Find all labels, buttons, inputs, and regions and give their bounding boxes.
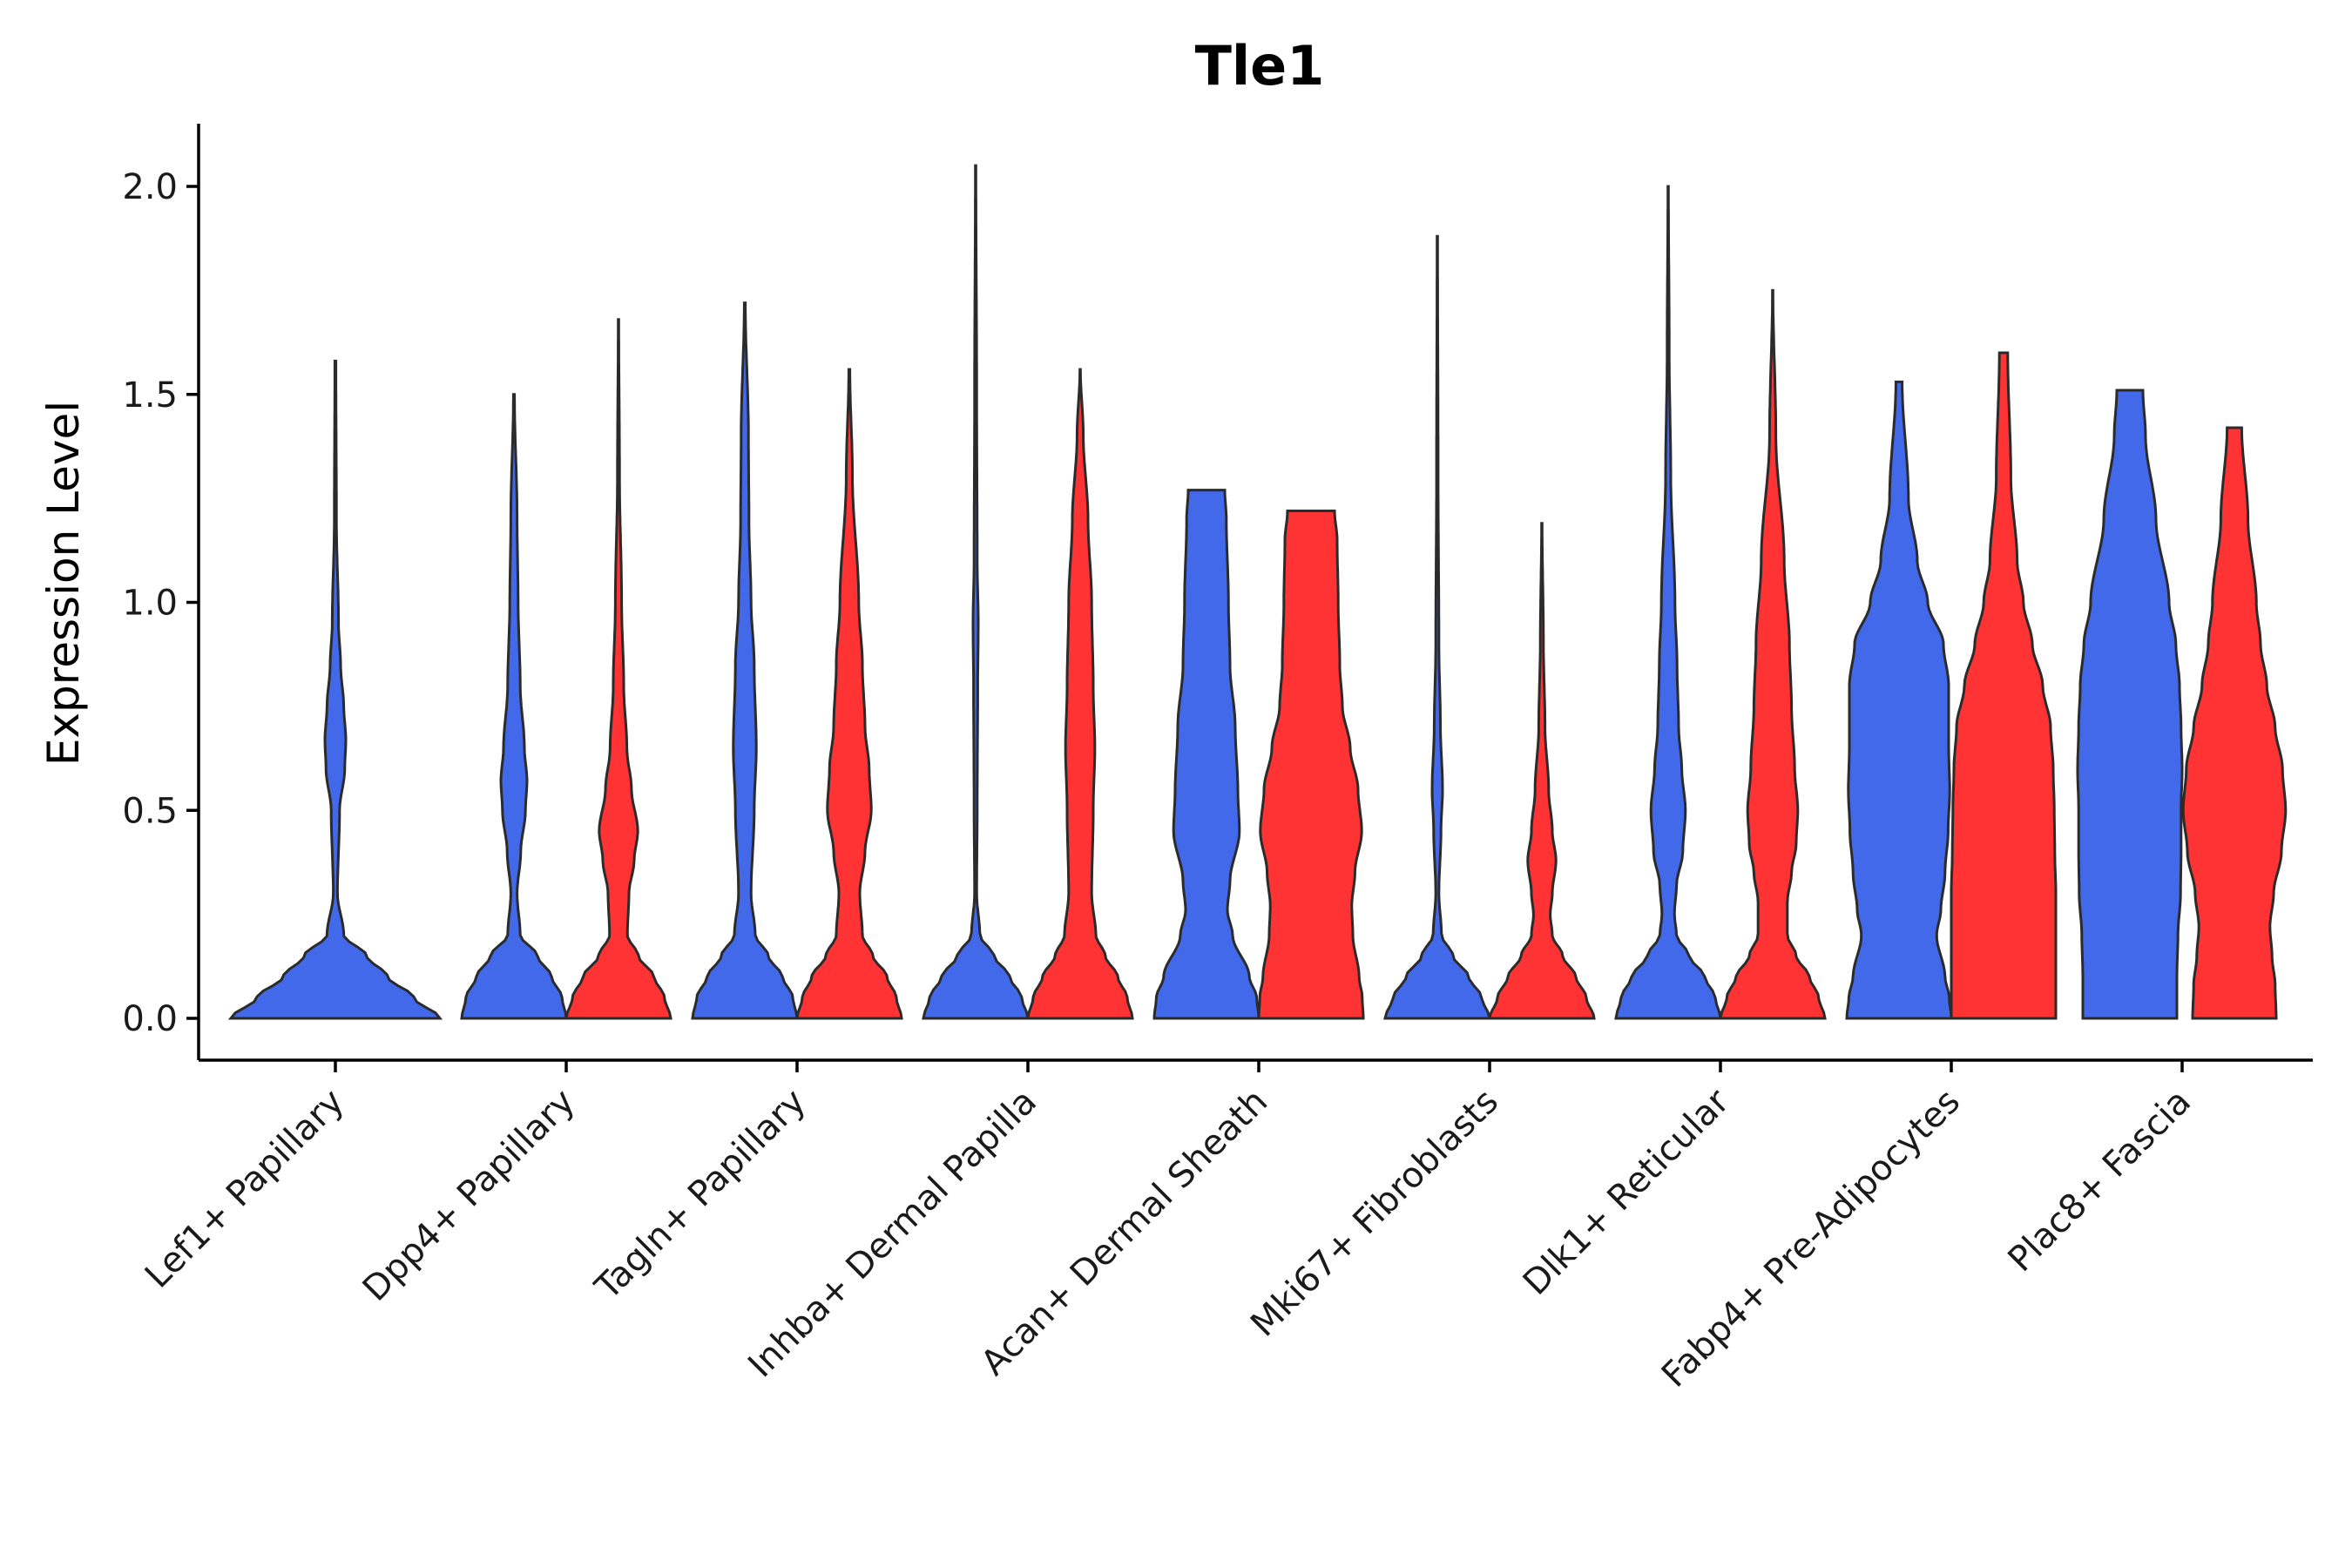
violin-blue-2: [691, 301, 799, 1020]
violin-blue-5: [1383, 234, 1491, 1020]
y-tick-label: 1.0: [122, 584, 178, 624]
violin-blue-4: [1152, 489, 1260, 1020]
violin-blue-7: [1845, 380, 1953, 1020]
violin-red-6: [1719, 288, 1827, 1020]
x-tick-label: Dlk1+ Reticular: [1516, 1081, 1738, 1303]
y-axis-label: Expression Level: [38, 401, 89, 766]
violin-blue-0: [227, 360, 443, 1020]
violin-blue-3: [922, 164, 1030, 1020]
y-axis-ticks: 0.0 0.5 1.0 1.5 2.0: [122, 167, 199, 1039]
violin-red-2: [795, 368, 903, 1020]
x-tick-label: Plac8+ Fascia: [2001, 1082, 2200, 1281]
x-tick-label: Dpp4+ Papillary: [355, 1082, 583, 1309]
y-tick-label: 0.5: [122, 791, 178, 831]
violin-blue-8: [2076, 389, 2184, 1020]
chart-title: Tle1: [1195, 34, 1325, 98]
x-axis-ticks: Lef1+ Papillary Dpp4+ Papillary Tagln+ Pap…: [138, 1060, 2199, 1396]
y-tick-label: 0.0: [122, 999, 178, 1039]
y-tick-label: 2.0: [122, 167, 178, 207]
violin-red-7: [1950, 351, 2058, 1020]
violin-blue-1: [460, 393, 568, 1020]
violin-red-3: [1026, 368, 1134, 1020]
violin-group: [227, 164, 2288, 1020]
violin-red-8: [2181, 426, 2288, 1020]
x-tick-label: Lef1+ Papillary: [138, 1082, 352, 1296]
violin-blue-6: [1614, 185, 1722, 1020]
x-tick-label: Tagln+ Papillary: [587, 1082, 814, 1308]
y-tick-label: 1.5: [122, 375, 178, 416]
violin-red-1: [564, 318, 672, 1020]
violin-red-4: [1257, 510, 1365, 1020]
violin-red-5: [1488, 522, 1596, 1020]
x-tick-label: Mki67+ Fibroblasts: [1243, 1082, 1506, 1345]
